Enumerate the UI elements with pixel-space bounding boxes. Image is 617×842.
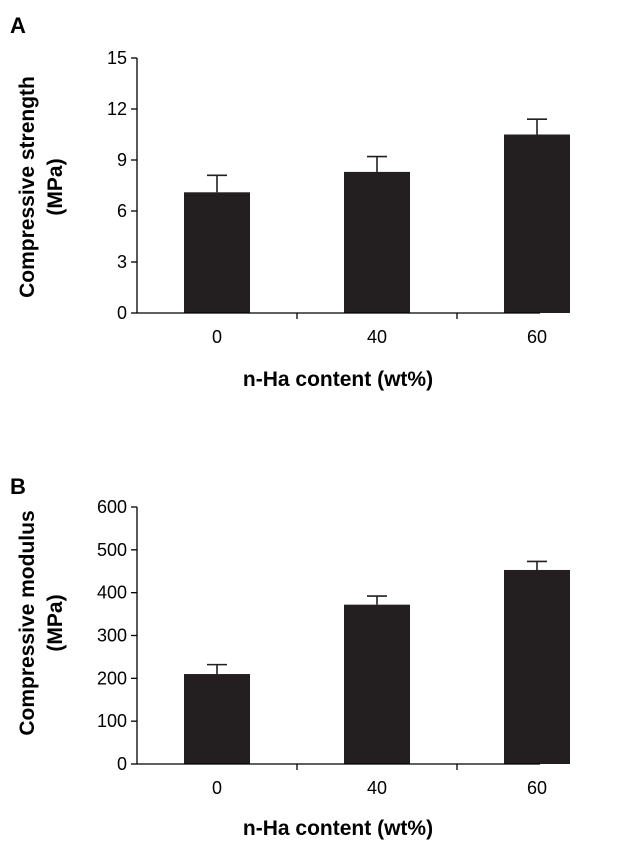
panel-a-x-ticks: 0 40 60: [212, 313, 547, 347]
panel-b-error-bars: [207, 560, 547, 675]
panel-a-compressive-strength-chart: A Compressive strength (MPa) 0 3 6 9 12 15 0 4…: [10, 13, 570, 391]
panel-b-y-ticks: 0 100 200 300 400 500 600: [97, 497, 137, 774]
panel-b-y-tick-label-100: 100: [97, 711, 127, 731]
panel-a-y-tick-label-9: 9: [117, 150, 127, 170]
panel-b-error-bar-0: [207, 663, 227, 675]
panel-a-error-bar-0: [207, 174, 227, 193]
panel-b-x-tick-label-60: 60: [527, 778, 547, 798]
panel-a-letter: A: [10, 13, 26, 38]
panel-a-y-tick-label-0: 0: [117, 303, 127, 323]
panel-a-bar-0: [184, 192, 250, 313]
panel-b-error-bar-40: [367, 595, 387, 605]
panel-b-x-tick-label-0: 0: [212, 778, 222, 798]
panel-b-error-bar-60: [527, 560, 547, 570]
panel-b-x-ticks: 0 40 60: [212, 764, 547, 798]
panel-a-error-bar-40: [367, 155, 387, 172]
panel-b-bar-0: [184, 674, 250, 764]
panel-a-y-axis-title-line1: Compressive strength: [16, 76, 39, 298]
panel-b-y-tick-label-300: 300: [97, 626, 127, 646]
panel-b-x-tick-label-40: 40: [367, 778, 387, 798]
panel-b-y-tick-label-600: 600: [97, 497, 127, 517]
panel-a-y-tick-label-12: 12: [107, 99, 127, 119]
panel-a-y-tick-label-6: 6: [117, 201, 127, 221]
panel-a-bar-60: [504, 134, 570, 313]
panel-b-bar-60: [504, 569, 570, 764]
panel-a-x-tick-label-40: 40: [367, 327, 387, 347]
panel-b-compressive-modulus-chart: B Compressive modulus (MPa) 0 100 200 300 40…: [10, 474, 570, 840]
panel-a-bar-40: [344, 171, 410, 313]
panel-a-y-tick-label-3: 3: [117, 252, 127, 272]
panel-a-error-bars: [207, 118, 547, 193]
panel-a-bars: [184, 134, 570, 313]
panel-b-letter: B: [10, 474, 26, 499]
panel-b-y-tick-label-500: 500: [97, 540, 127, 560]
panel-a-y-ticks: 0 3 6 9 12 15: [107, 48, 137, 323]
panel-b-y-axis-title-line2: (MPa): [44, 594, 67, 651]
panel-b-bar-40: [344, 604, 410, 764]
panel-a-x-tick-label-60: 60: [527, 327, 547, 347]
panel-b-y-tick-label-400: 400: [97, 583, 127, 603]
panel-a-x-axis-title: n-Ha content (wt%): [243, 368, 433, 391]
panel-b-x-axis-title: n-Ha content (wt%): [243, 817, 433, 840]
panel-a-x-tick-label-0: 0: [212, 327, 222, 347]
panel-a-y-axis-title-line2: (MPa): [44, 158, 67, 215]
panel-b-bars: [184, 569, 570, 764]
panel-b-y-tick-label-0: 0: [117, 754, 127, 774]
panel-a-y-tick-label-15: 15: [107, 48, 127, 68]
panel-b-y-axis-title-line1: Compressive modulus: [16, 510, 39, 735]
panel-a-error-bar-60: [527, 118, 547, 135]
panel-b-y-tick-label-200: 200: [97, 668, 127, 688]
